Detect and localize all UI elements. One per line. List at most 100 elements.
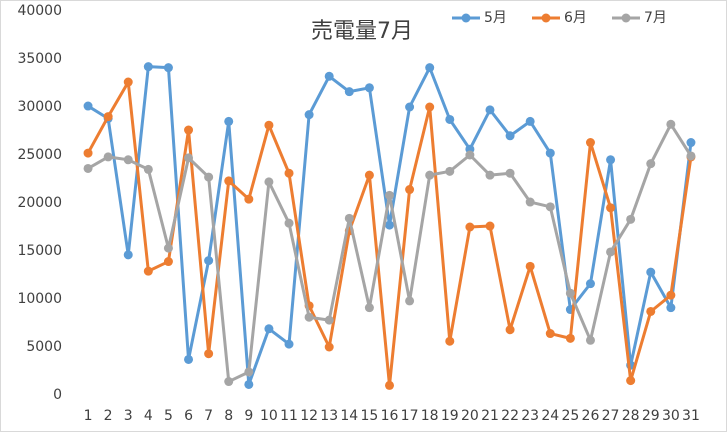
y-tick-label: 25000: [17, 147, 62, 163]
x-tick-label: 6: [184, 408, 193, 424]
x-tick-label: 19: [441, 408, 459, 424]
data-point: [485, 221, 495, 231]
data-point: [123, 250, 133, 260]
y-tick-label: 0: [53, 387, 62, 403]
data-point: [425, 63, 435, 73]
x-tick-label: 17: [401, 408, 419, 424]
legend-marker: [541, 13, 551, 23]
data-point: [83, 163, 93, 173]
x-tick-label: 9: [244, 408, 253, 424]
data-point: [103, 112, 113, 122]
data-point: [224, 116, 234, 126]
x-tick-label: 23: [521, 408, 539, 424]
data-point: [485, 105, 495, 115]
data-point: [565, 288, 575, 298]
x-tick-label: 28: [622, 408, 640, 424]
data-point: [425, 170, 435, 180]
data-point: [123, 155, 133, 165]
y-tick-label: 30000: [17, 99, 62, 115]
data-point: [344, 213, 354, 223]
x-tick-label: 15: [360, 408, 378, 424]
x-tick-label: 20: [461, 408, 479, 424]
data-point: [143, 164, 153, 174]
x-tick-label: 31: [682, 408, 700, 424]
x-tick-label: 24: [541, 408, 559, 424]
legend-label: 7月: [644, 10, 667, 26]
data-point: [364, 170, 374, 180]
data-point: [264, 120, 274, 130]
data-point: [163, 243, 173, 253]
data-point: [626, 376, 636, 386]
y-tick-label: 20000: [17, 195, 62, 211]
data-point: [204, 172, 214, 182]
data-point: [184, 153, 194, 163]
data-point: [324, 342, 334, 352]
chart-title: 売電量7月: [311, 19, 413, 44]
data-point: [505, 131, 515, 141]
data-point: [405, 102, 415, 112]
data-point: [666, 119, 676, 129]
data-point: [505, 325, 515, 335]
data-point: [525, 261, 535, 271]
data-point: [103, 152, 113, 162]
legend-marker: [621, 13, 631, 23]
data-point: [224, 377, 234, 387]
data-point: [244, 379, 254, 389]
x-tick-label: 12: [300, 408, 318, 424]
y-tick-label: 10000: [17, 291, 62, 307]
data-point: [646, 306, 656, 316]
data-point: [324, 71, 334, 81]
x-tick-label: 22: [501, 408, 519, 424]
data-point: [83, 148, 93, 158]
data-point: [465, 150, 475, 160]
data-point: [686, 151, 696, 161]
x-tick-label: 30: [662, 408, 680, 424]
data-point: [545, 202, 555, 212]
data-point: [565, 333, 575, 343]
data-point: [83, 101, 93, 111]
x-tick-label: 18: [421, 408, 439, 424]
data-point: [585, 279, 595, 289]
x-tick-label: 27: [602, 408, 620, 424]
data-point: [405, 185, 415, 195]
x-tick-label: 1: [84, 408, 93, 424]
x-tick-label: 21: [481, 408, 499, 424]
data-point: [163, 257, 173, 267]
data-point: [364, 303, 374, 313]
data-point: [284, 168, 294, 178]
data-point: [445, 336, 455, 346]
data-point: [184, 125, 194, 135]
x-tick-label: 13: [320, 408, 338, 424]
data-point: [666, 303, 676, 313]
x-tick-label: 3: [124, 408, 133, 424]
data-point: [525, 116, 535, 126]
data-point: [184, 354, 194, 364]
data-point: [606, 203, 616, 213]
x-tick-label: 8: [224, 408, 233, 424]
data-point: [304, 312, 314, 322]
data-point: [224, 176, 234, 186]
x-tick-label: 26: [582, 408, 600, 424]
data-point: [264, 324, 274, 334]
data-point: [505, 168, 515, 178]
data-point: [284, 339, 294, 349]
data-point: [304, 110, 314, 120]
data-point: [485, 170, 495, 180]
x-tick-label: 2: [104, 408, 113, 424]
data-point: [465, 222, 475, 232]
data-point: [385, 220, 394, 230]
data-point: [264, 177, 274, 187]
data-point: [284, 218, 294, 228]
data-point: [626, 214, 636, 224]
data-point: [244, 367, 254, 377]
data-point: [666, 290, 676, 300]
data-point: [445, 166, 455, 176]
data-point: [385, 380, 394, 390]
data-point: [545, 329, 555, 339]
data-point: [445, 114, 455, 124]
data-point: [204, 256, 214, 266]
x-tick-label: 11: [280, 408, 298, 424]
y-tick-label: 15000: [17, 243, 62, 259]
data-point: [163, 63, 173, 73]
data-point: [606, 155, 616, 165]
